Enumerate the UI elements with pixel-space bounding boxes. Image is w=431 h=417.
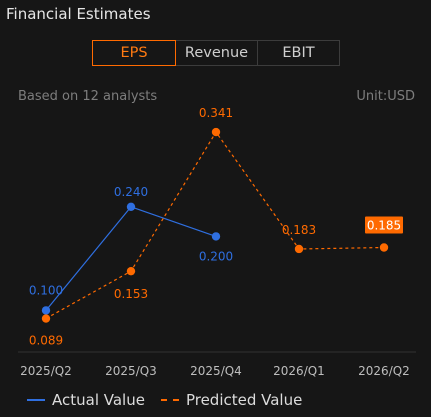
data-label: 0.200 bbox=[199, 249, 233, 263]
legend-predicted-swatch bbox=[160, 399, 179, 401]
data-point bbox=[41, 314, 51, 323]
data-point bbox=[379, 243, 389, 252]
data-point bbox=[211, 127, 221, 137]
x-tick-label: 2026/Q2 bbox=[358, 364, 410, 378]
data-label: 0.089 bbox=[29, 334, 63, 348]
legend-actual-swatch bbox=[27, 399, 45, 401]
metric-tabs: EPS Revenue EBIT bbox=[92, 40, 340, 66]
data-point bbox=[294, 244, 304, 254]
data-point bbox=[41, 306, 51, 315]
data-label: 0.153 bbox=[114, 287, 148, 301]
page-title: Financial Estimates bbox=[6, 5, 151, 23]
data-label: 0.185 bbox=[367, 219, 401, 233]
analyst-count: Based on 12 analysts bbox=[18, 89, 158, 104]
tab-eps[interactable]: EPS bbox=[92, 40, 176, 66]
x-tick-label: 2026/Q1 bbox=[273, 364, 325, 378]
legend-actual[interactable]: Actual Value bbox=[27, 391, 145, 409]
legend-actual-label: Actual Value bbox=[52, 391, 145, 409]
data-point bbox=[126, 202, 136, 211]
data-point bbox=[211, 232, 221, 241]
legend-predicted-label: Predicted Value bbox=[185, 391, 303, 409]
data-label: 0.240 bbox=[114, 185, 148, 199]
x-tick-label: 2025/Q3 bbox=[105, 364, 157, 378]
x-tick-label: 2025/Q4 bbox=[190, 364, 242, 378]
data-point bbox=[126, 266, 136, 276]
legend-predicted[interactable]: Predicted Value bbox=[160, 391, 303, 409]
tab-revenue[interactable]: Revenue bbox=[176, 40, 258, 66]
tab-ebit[interactable]: EBIT bbox=[258, 40, 340, 66]
x-tick-label: 2025/Q2 bbox=[20, 364, 72, 378]
legend: Actual Value Predicted Value bbox=[27, 391, 318, 409]
data-label: 0.100 bbox=[29, 283, 63, 297]
data-label: 0.183 bbox=[282, 223, 316, 237]
data-label: 0.341 bbox=[199, 106, 233, 120]
unit-label: Unit:USD bbox=[356, 89, 415, 104]
series-line-predicted bbox=[45, 131, 385, 320]
value-badge bbox=[365, 216, 403, 234]
